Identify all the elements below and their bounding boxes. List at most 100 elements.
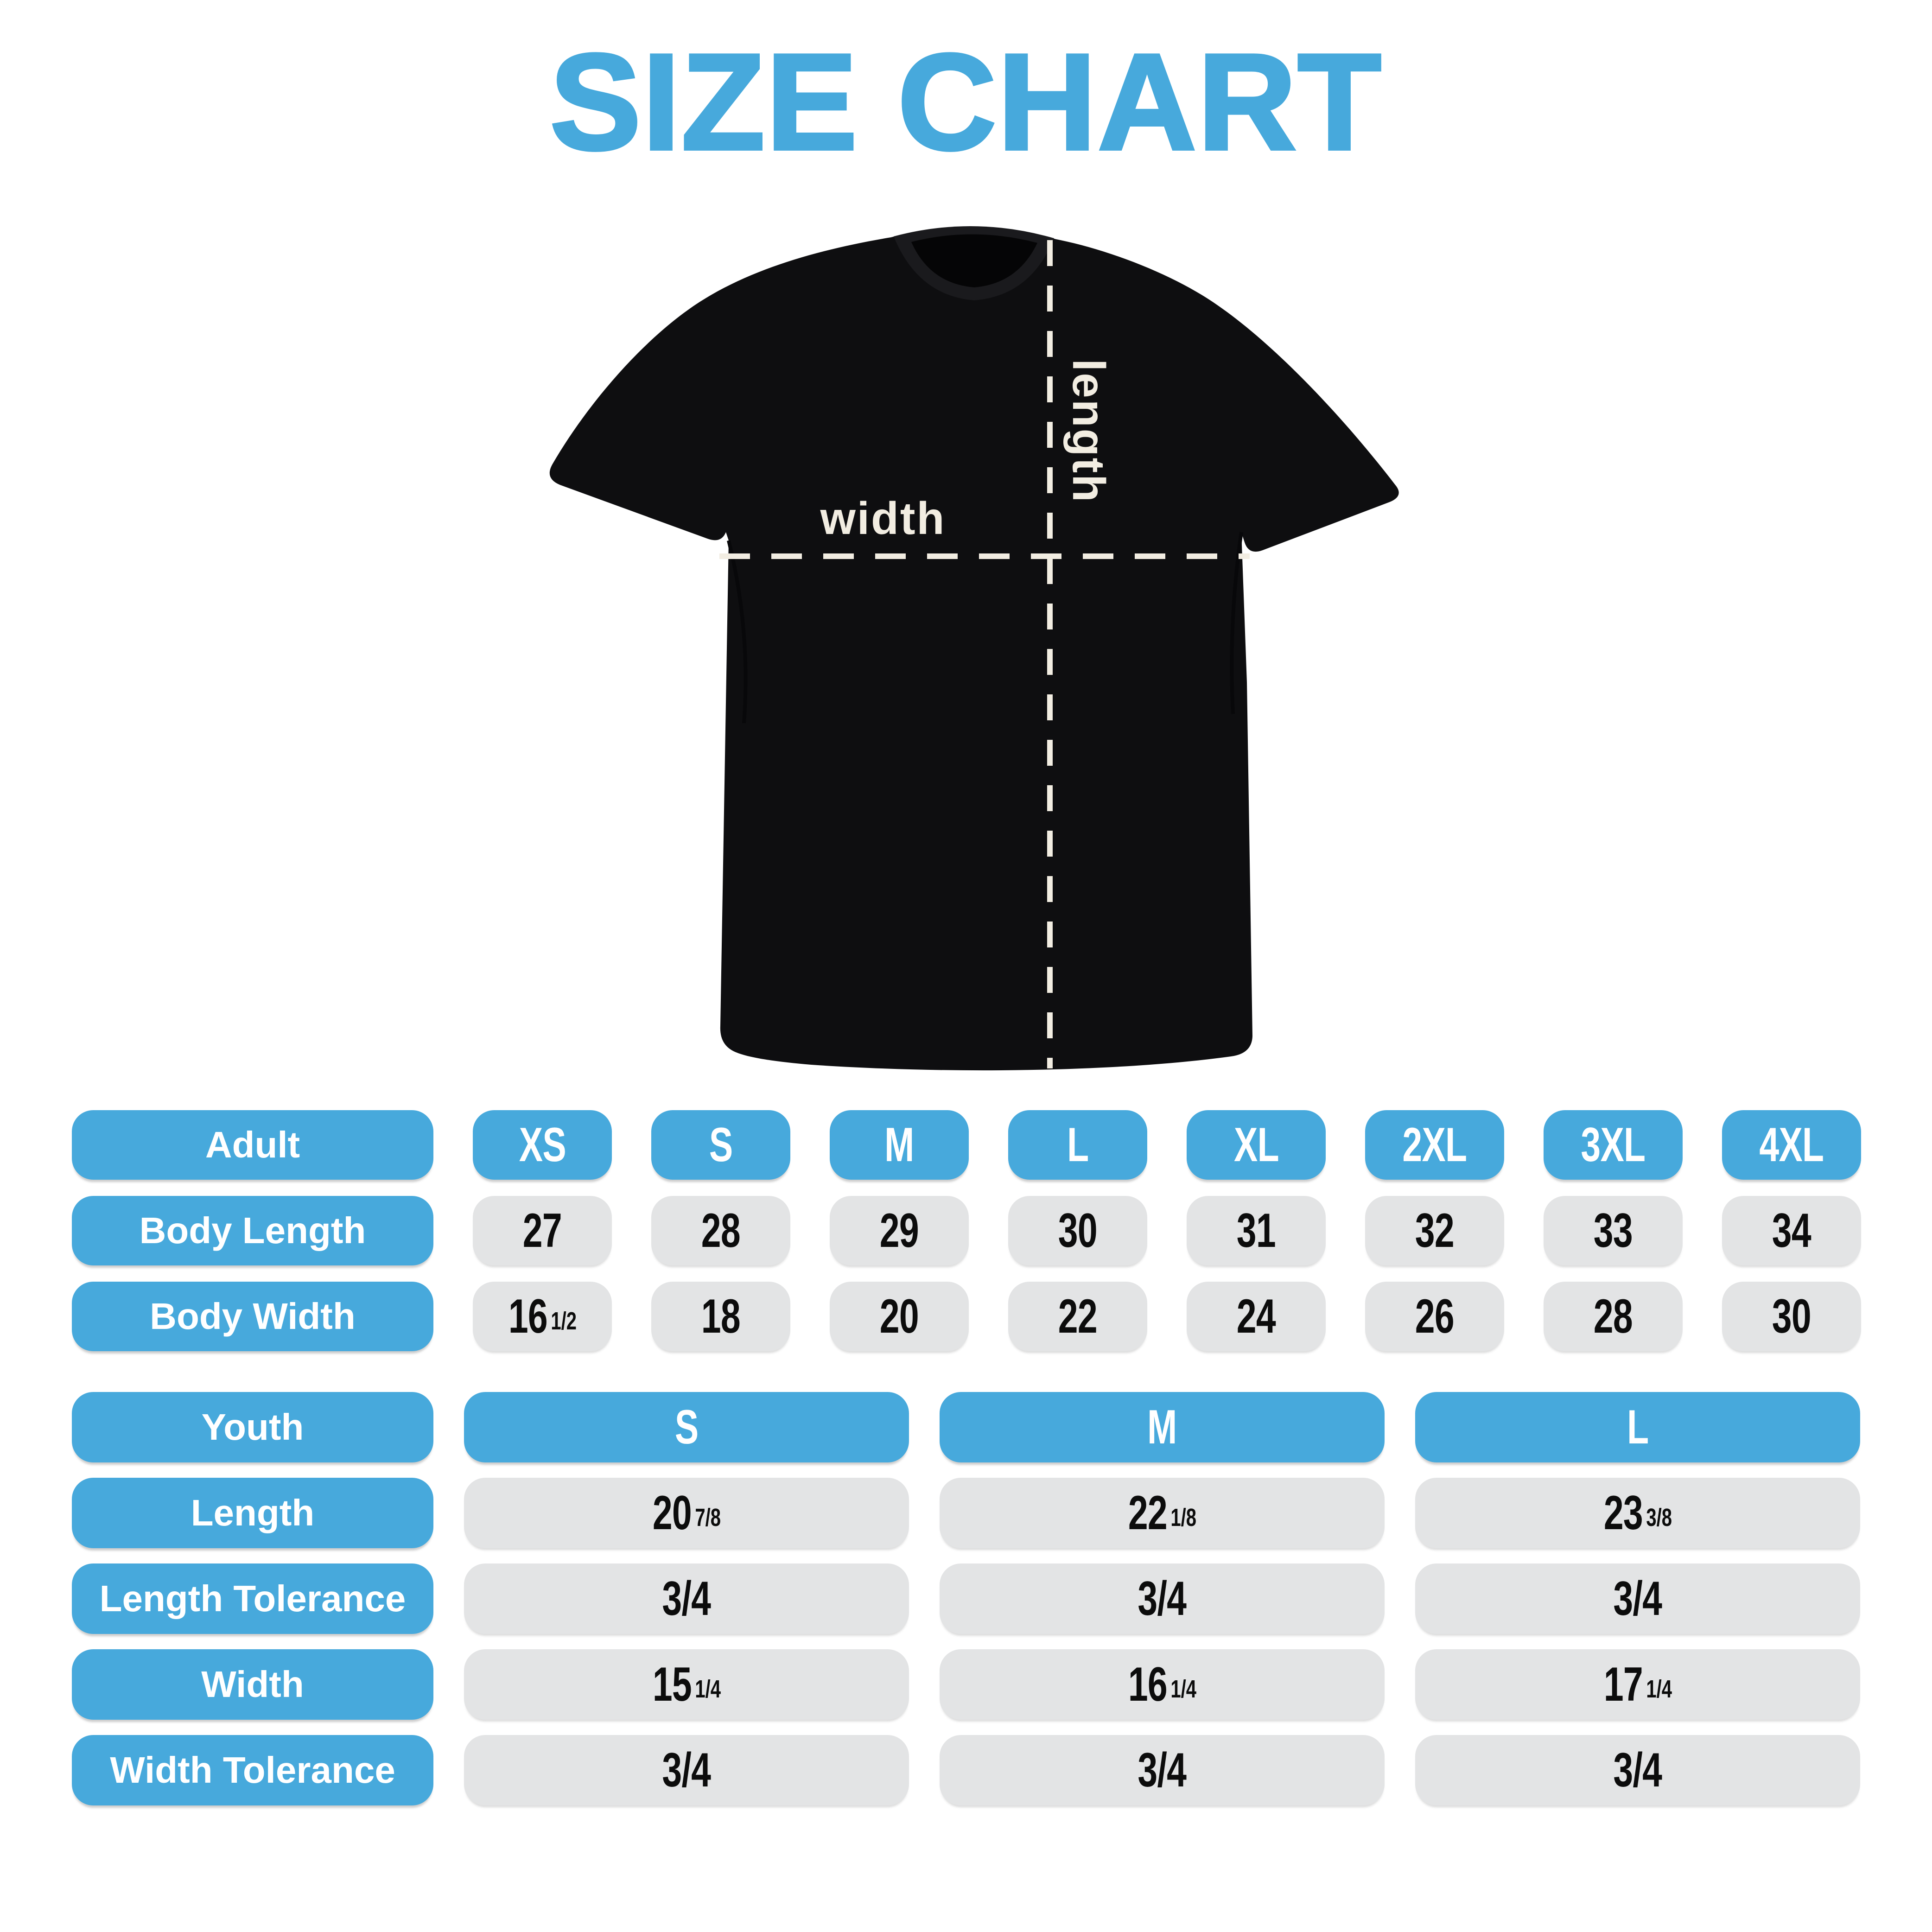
size-header-text: L	[1067, 1118, 1089, 1172]
value-cell: 17 1/4	[1415, 1649, 1860, 1720]
cell-fraction: 1/8	[1170, 1504, 1196, 1532]
size-header-xl: XL	[1187, 1110, 1326, 1180]
cell-value: 3/4	[662, 1743, 712, 1797]
cell-value: 23 3/8	[1603, 1486, 1672, 1540]
cell-fraction: 1/4	[1170, 1675, 1196, 1703]
value-cell: 26	[1365, 1282, 1504, 1351]
size-header-text: 3XL	[1581, 1118, 1646, 1172]
cell-value: 30	[1058, 1203, 1098, 1258]
value-cell: 15 1/4	[464, 1649, 909, 1720]
value-cell: 22	[1008, 1282, 1147, 1351]
cell-value: 16 1/2	[508, 1289, 577, 1343]
value-cell: 33	[1544, 1196, 1683, 1265]
length-label: length	[1063, 359, 1114, 503]
size-header-text: 2XL	[1402, 1118, 1468, 1172]
cell-value: 18	[701, 1289, 741, 1343]
table-label: Youth	[72, 1392, 433, 1462]
value-cell: 29	[830, 1196, 969, 1265]
page-title: SIZE CHART	[548, 24, 1383, 180]
size-header-s: S	[464, 1392, 909, 1462]
tshirt-graphic: width length	[549, 226, 1399, 1071]
width-label: width	[820, 493, 946, 544]
cell-value: 3/4	[662, 1571, 712, 1626]
cell-value: 30	[1772, 1289, 1811, 1343]
cell-value: 33	[1593, 1203, 1633, 1258]
value-cell: 3/4	[464, 1563, 909, 1634]
value-cell: 30	[1008, 1196, 1147, 1265]
value-cell: 31	[1187, 1196, 1326, 1265]
cell-value: 22	[1058, 1289, 1098, 1343]
size-header-m: M	[830, 1110, 969, 1180]
value-cell: 16 1/4	[940, 1649, 1385, 1720]
value-cell: 30	[1722, 1282, 1861, 1351]
cell-value: 22 1/8	[1128, 1486, 1196, 1540]
value-cell: 23 3/8	[1415, 1478, 1860, 1548]
size-header-m: M	[940, 1392, 1385, 1462]
size-header-text: L	[1627, 1400, 1649, 1454]
size-header-text: XL	[1233, 1118, 1279, 1172]
cell-fraction: 1/4	[694, 1675, 721, 1703]
table-label: Adult	[72, 1110, 433, 1180]
value-cell: 20 7/8	[464, 1478, 909, 1548]
value-cell: 27	[473, 1196, 612, 1265]
cell-value: 34	[1772, 1203, 1811, 1258]
cell-value: 3/4	[1138, 1743, 1187, 1797]
size-header-4xl: 4XL	[1722, 1110, 1861, 1180]
cell-fraction: 7/8	[694, 1504, 721, 1532]
row-label: Width	[72, 1649, 433, 1720]
cell-value: 20	[879, 1289, 919, 1343]
size-header-text: 4XL	[1759, 1118, 1824, 1172]
cell-fraction: 1/2	[550, 1307, 577, 1335]
tshirt-collar-opening	[911, 234, 1037, 287]
size-header-text: S	[709, 1118, 733, 1172]
cell-value: 26	[1415, 1289, 1455, 1343]
cell-value: 28	[701, 1203, 741, 1258]
value-cell: 20	[830, 1282, 969, 1351]
cell-value: 17 1/4	[1603, 1657, 1672, 1711]
size-header-text: M	[1147, 1400, 1177, 1454]
value-cell: 3/4	[464, 1735, 909, 1805]
cell-fraction: 1/4	[1646, 1675, 1672, 1703]
adult-size-table: Adult XS S M L XL 2XL 3XL 4XL Body Length 27 28 29 30…	[72, 1110, 1861, 1351]
size-header-3xl: 3XL	[1544, 1110, 1683, 1180]
cell-value: 28	[1593, 1289, 1633, 1343]
cell-value: 3/4	[1613, 1743, 1663, 1797]
value-cell: 28	[651, 1196, 790, 1265]
size-header-xs: XS	[473, 1110, 612, 1180]
cell-fraction: 3/8	[1646, 1504, 1672, 1532]
value-cell: 3/4	[1415, 1735, 1860, 1805]
cell-value: 29	[879, 1203, 919, 1258]
size-header-l: L	[1008, 1110, 1147, 1180]
value-cell: 34	[1722, 1196, 1861, 1265]
cell-value: 24	[1236, 1289, 1276, 1343]
value-cell: 22 1/8	[940, 1478, 1385, 1548]
row-label: Body Width	[72, 1282, 433, 1351]
value-cell: 28	[1544, 1282, 1683, 1351]
cell-value: 32	[1415, 1203, 1455, 1258]
size-header-s: S	[651, 1110, 790, 1180]
size-header-l: L	[1415, 1392, 1860, 1462]
value-cell: 18	[651, 1282, 790, 1351]
value-cell: 32	[1365, 1196, 1504, 1265]
row-label: Body Length	[72, 1196, 433, 1265]
tshirt-body	[549, 227, 1399, 1071]
cell-value: 16 1/4	[1128, 1657, 1196, 1711]
value-cell: 3/4	[940, 1735, 1385, 1805]
row-label: Length Tolerance	[72, 1563, 433, 1634]
youth-size-table: Youth S M L Length 20 7/8 22 1/8 23 3/8 Length Tole…	[72, 1392, 1860, 1805]
cell-value: 31	[1236, 1203, 1276, 1258]
value-cell: 16 1/2	[473, 1282, 612, 1351]
size-header-text: XS	[519, 1118, 566, 1172]
fold-line-right	[1230, 532, 1243, 714]
value-cell: 3/4	[940, 1563, 1385, 1634]
row-label: Length	[72, 1478, 433, 1548]
size-header-2xl: 2XL	[1365, 1110, 1504, 1180]
cell-value: 27	[522, 1203, 562, 1258]
row-label: Width Tolerance	[72, 1735, 433, 1805]
cell-value: 3/4	[1138, 1571, 1187, 1626]
size-header-text: S	[674, 1400, 699, 1454]
cell-value: 15 1/4	[652, 1657, 721, 1711]
tshirt-diagram: width length	[491, 213, 1437, 1085]
value-cell: 24	[1187, 1282, 1326, 1351]
